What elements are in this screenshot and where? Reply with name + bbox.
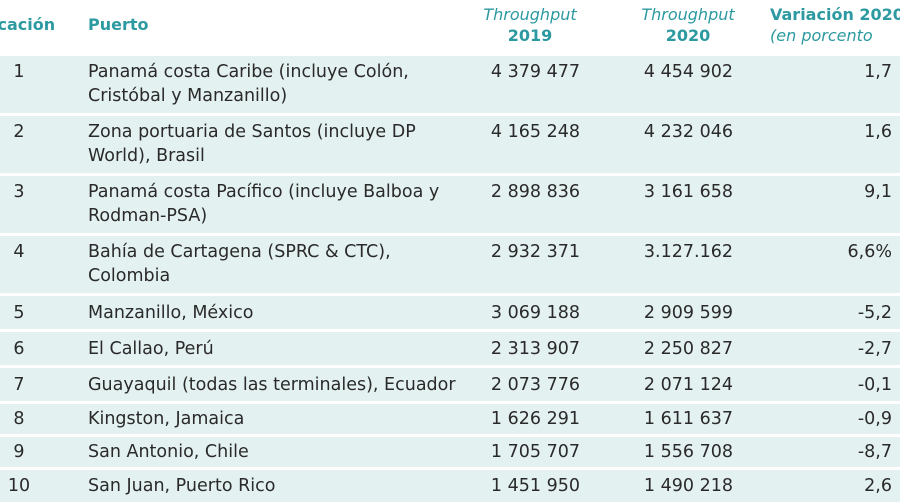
variation-cell: -2,7 [857,339,892,359]
rank-cell: 7 [13,375,25,395]
port-cell: Kingston, Jamaica [88,409,245,429]
throughput-2019-cell: 4 165 248 [490,122,580,142]
throughput-2020-cell: 2 909 599 [643,303,733,323]
variation-cell: 6,6% [847,242,892,262]
rank-cell: 6 [13,339,25,359]
rank-cell: 5 [13,303,25,323]
port-cell: Zona portuaria de Santos (incluye DP Wor… [88,122,416,166]
table-row: 2 Zona portuaria de Santos (incluye DP W… [0,116,900,173]
throughput-2020-cell: 3.127.162 [643,242,733,262]
throughput-2020-cell: 1 611 637 [643,409,733,429]
table-row: 6 El Callao, Perú 2 313 907 2 250 827 -2… [0,332,900,365]
table-row: 1 Panamá costa Caribe (incluye Colón, Cr… [0,56,900,113]
throughput-2020-cell: 4 454 902 [643,62,733,82]
table-row: 8 Kingston, Jamaica 1 626 291 1 611 637 … [0,404,900,434]
rank-cell: 9 [13,442,25,462]
throughput-2019-cell: 1 705 707 [490,442,580,462]
port-cell: Guayaquil (todas las terminales), Ecuado… [88,375,456,395]
header-rank: icación [0,15,56,34]
table-row: 10 San Juan, Puerto Rico 1 451 950 1 490… [0,470,900,502]
port-cell: San Juan, Puerto Rico [88,476,276,496]
variation-cell: -0,9 [857,409,892,429]
table-row: 5 Manzanillo, México 3 069 188 2 909 599… [0,296,900,329]
header-throughput-2019: Throughput 2019 [483,5,577,45]
variation-cell: 9,1 [864,182,892,202]
table-row: 7 Guayaquil (todas las terminales), Ecua… [0,368,900,401]
rank-cell: 3 [13,182,25,202]
throughput-2020-cell: 3 161 658 [643,182,733,202]
rank-cell: 8 [13,409,25,429]
throughput-2019-cell: 2 932 371 [490,242,580,262]
rank-cell: 4 [13,242,25,262]
throughput-2019-cell: 3 069 188 [490,303,580,323]
throughput-2019-cell: 1 626 291 [490,409,580,429]
rank-cell: 1 [13,62,25,82]
port-cell: Panamá costa Caribe (incluye Colón, Cris… [88,62,409,106]
variation-cell: -5,2 [857,303,892,323]
port-cell: Panamá costa Pacífico (incluye Balboa y … [88,182,440,226]
table-row: 3 Panamá costa Pacífico (incluye Balboa … [0,176,900,233]
throughput-2020-cell: 1 556 708 [643,442,733,462]
variation-cell: 1,7 [864,62,892,82]
variation-cell: 1,6 [864,122,892,142]
throughput-2019-cell: 1 451 950 [490,476,580,496]
table-row: 9 San Antonio, Chile 1 705 707 1 556 708… [0,437,900,467]
throughput-2020-cell: 1 490 218 [643,476,733,496]
throughput-2019-cell: 2 898 836 [490,182,580,202]
throughput-2020-cell: 4 232 046 [643,122,733,142]
port-cell: Manzanillo, México [88,303,254,323]
throughput-2020-cell: 2 071 124 [643,375,733,395]
header-variation: Variación 2020 (en porcento [770,5,900,45]
variation-cell: -8,7 [857,442,892,462]
header-port: Puerto [88,15,149,34]
table-row: 4 Bahía de Cartagena (SPRC & CTC), Colom… [0,236,900,293]
table-header: icación Puerto Throughput 2019 Throughpu… [0,0,900,52]
throughput-2019-cell: 2 313 907 [490,339,580,359]
header-throughput-2020: Throughput 2020 [641,5,735,45]
port-cell: San Antonio, Chile [88,442,249,462]
port-cell: Bahía de Cartagena (SPRC & CTC), Colombi… [88,242,391,286]
variation-cell: -0,1 [857,375,892,395]
port-cell: El Callao, Perú [88,339,214,359]
variation-cell: 2,6 [864,476,892,496]
throughput-2020-cell: 2 250 827 [643,339,733,359]
rank-cell: 2 [13,122,25,142]
throughput-2019-cell: 4 379 477 [490,62,580,82]
throughput-2019-cell: 2 073 776 [490,375,580,395]
rank-cell: 10 [7,476,31,496]
